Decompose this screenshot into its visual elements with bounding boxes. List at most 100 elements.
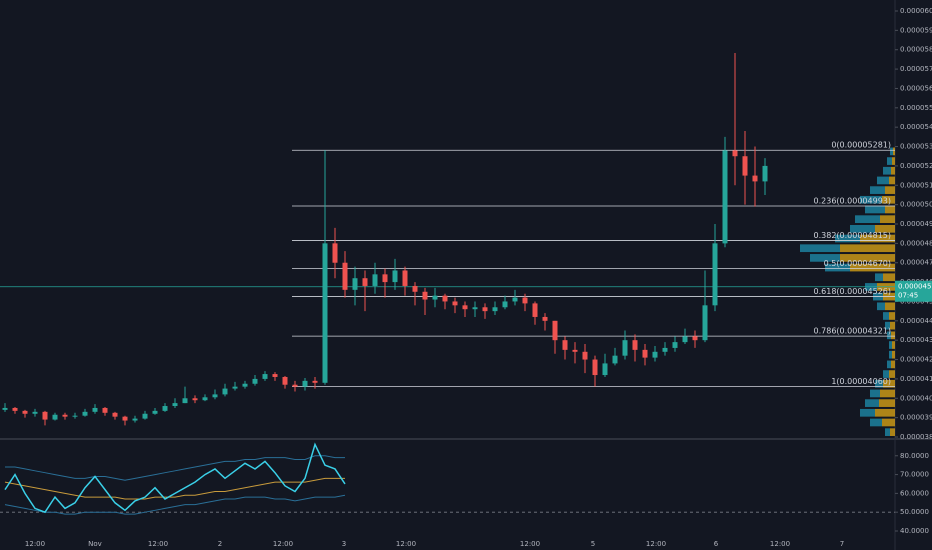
x-tick-label: 3: [342, 540, 346, 548]
profile-up: [855, 215, 880, 223]
candle-body: [222, 388, 228, 395]
candle-body: [272, 374, 278, 377]
y-tick-label: 60.0000: [900, 489, 929, 497]
candle-body: [622, 340, 628, 356]
candle-body: [692, 336, 698, 341]
y-tick-label: 0.00004900: [900, 220, 932, 228]
candle-body: [142, 413, 148, 419]
fib-label: 0.786(0.00004321): [814, 327, 892, 336]
candle-body: [582, 351, 588, 360]
profile-up: [885, 321, 890, 330]
fib-label: 0.5(0.00004670): [824, 259, 891, 268]
candle-body: [702, 305, 708, 341]
y-tick-label: 0.00003900: [900, 414, 932, 422]
candle-body: [472, 307, 478, 310]
x-tick-label: 7: [840, 540, 844, 548]
candle-body: [182, 398, 188, 404]
y-tick-label: 0.00005500: [900, 104, 932, 112]
profile-up: [877, 176, 889, 185]
candle-body: [112, 412, 118, 417]
candle-body: [572, 349, 578, 352]
candle-body: [242, 383, 248, 387]
x-tick-label: 5: [591, 540, 595, 548]
candle-body: [262, 374, 268, 379]
profile-up: [835, 234, 860, 243]
candle-body: [392, 270, 398, 283]
y-tick-label: 0.00004300: [900, 336, 932, 344]
candle-body: [252, 378, 258, 384]
profile-up: [865, 205, 885, 214]
x-tick-label: 12:00: [273, 540, 293, 548]
y-tick-label: 0.00004700: [900, 259, 932, 267]
profile-total: [860, 234, 895, 243]
fib-label: 0.382(0.00004815): [814, 231, 892, 240]
x-tick-label: 12:00: [770, 540, 790, 548]
profile-total: [880, 389, 895, 398]
fib-label: 0.618(0.00004526): [814, 287, 892, 296]
profile-total: [890, 428, 895, 436]
candle-body: [722, 150, 728, 244]
candle-body: [662, 347, 668, 352]
candle-body: [672, 342, 678, 348]
candle-body: [532, 303, 538, 317]
x-tick-label: 12:00: [520, 540, 540, 548]
x-tick-label: 12:00: [148, 540, 168, 548]
candle-body: [632, 340, 638, 350]
profile-up: [885, 428, 890, 436]
candle-body: [212, 394, 218, 398]
candle-body: [302, 380, 308, 387]
candle-body: [42, 411, 48, 420]
y-tick-label: 0.00004400: [900, 317, 932, 325]
profile-up: [887, 157, 892, 165]
y-tick-label: 0.00005700: [900, 65, 932, 73]
profile-up: [825, 263, 850, 272]
oscillator-line: [4, 477, 345, 500]
candle-body: [162, 406, 168, 411]
candle-body: [452, 301, 458, 306]
profile-total: [883, 379, 895, 388]
profile-up: [877, 302, 885, 311]
candle-body: [52, 414, 58, 420]
candle-body: [712, 243, 718, 306]
profile-up: [887, 360, 891, 369]
oscillator-line: [5, 455, 345, 481]
candle-body: [732, 150, 738, 157]
candle-body: [642, 349, 648, 358]
profile-total: [890, 321, 895, 330]
candle-body: [402, 270, 408, 286]
candle-body: [422, 291, 428, 300]
profile-total: [882, 418, 895, 427]
candle-body: [602, 363, 608, 376]
candle-body: [312, 380, 318, 383]
profile-total: [883, 273, 895, 282]
profile-up: [860, 408, 875, 417]
profile-total: [880, 215, 895, 223]
fib-label: 0.236(0.00004993): [814, 196, 892, 205]
candle-body: [382, 274, 388, 283]
profile-up: [889, 350, 892, 359]
profile-up: [870, 418, 882, 427]
candle-body: [762, 165, 768, 182]
candle-body: [502, 301, 508, 308]
candle-body: [352, 278, 358, 290]
y-tick-label: 0.00005600: [900, 84, 932, 92]
candle-body: [592, 359, 598, 376]
y-tick-label: 50.0000: [900, 508, 929, 516]
y-tick-label: 0.00005900: [900, 26, 932, 34]
candle-body: [752, 175, 758, 182]
candle-body: [542, 316, 548, 321]
profile-up: [887, 331, 891, 340]
candle-body: [82, 411, 88, 416]
profile-total: [840, 244, 895, 253]
candle-body: [202, 397, 208, 401]
fib-label: 0(0.00005281): [831, 141, 891, 150]
profile-total: [879, 399, 895, 407]
profile-up: [850, 225, 875, 233]
candle-body: [102, 407, 108, 413]
x-tick-label: 12:00: [25, 540, 45, 548]
profile-total: [885, 205, 895, 214]
x-tick-label: 12:00: [396, 540, 416, 548]
candle-body: [192, 398, 198, 401]
candle-body: [442, 295, 448, 302]
